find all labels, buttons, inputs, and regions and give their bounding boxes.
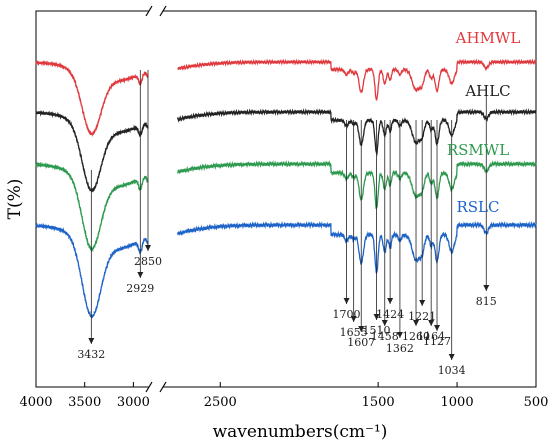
- peak-label-1607: 1607: [347, 336, 375, 349]
- peak-marker-arrow-3432: [88, 338, 95, 344]
- peak-label-1700: 1700: [333, 308, 361, 321]
- spectrum-line-ahmwl-segment-2: [177, 58, 537, 101]
- peak-label-2850: 2850: [134, 255, 162, 268]
- spectra-group: [35, 58, 537, 319]
- axis-break-slash-right-bottom: [159, 381, 167, 393]
- peak-marker-arrow-815: [483, 285, 490, 291]
- x-axis-title: wavenumbers(cm⁻¹): [213, 422, 388, 442]
- peak-marker-arrow-1221: [419, 300, 426, 306]
- peak-marker-arrow-1127: [434, 325, 441, 331]
- axis-break-slash-left-bottom: [145, 381, 153, 393]
- peak-label-1362: 1362: [386, 342, 414, 355]
- peak-label-3432: 3432: [77, 348, 105, 361]
- legend-group: AHMWL AHLC RSMWL RSLC: [447, 29, 521, 216]
- axis-break-marks: [145, 5, 167, 393]
- peak-marker-arrow-1164: [428, 320, 435, 326]
- peak-label-1260: 1260: [402, 330, 430, 343]
- axis-break-gap-top: [149, 6, 163, 16]
- peak-marker-arrow-1510: [373, 314, 380, 320]
- x-tick-label-2500: 2500: [204, 395, 237, 410]
- x-tick-label-1500: 1500: [362, 395, 395, 410]
- spectrum-line-rslc-segment-1: [35, 222, 149, 319]
- peak-label-1458: 1458: [371, 330, 399, 343]
- peak-label-1034: 1034: [438, 364, 466, 377]
- peak-marker-arrow-2850: [145, 245, 151, 251]
- legend-label-ahlc: AHLC: [464, 82, 510, 100]
- legend-label-rslc: RSLC: [456, 198, 499, 216]
- peak-marker-arrow-1700: [343, 298, 350, 304]
- legend-label-rsmwl: RSMWL: [447, 141, 509, 159]
- axis-break-gap-bottom: [149, 382, 163, 392]
- axis-break-slash-right-top: [159, 5, 167, 17]
- x-axis-ticks: 4000 3500 3000 2500 1500 1000 500: [19, 382, 548, 410]
- x-tick-label-3000: 3000: [117, 395, 150, 410]
- spectrum-line-rslc-segment-2: [176, 220, 537, 274]
- spectrum-line-ahlc-segment-1: [35, 110, 149, 193]
- x-tick-label-4000: 4000: [19, 395, 52, 410]
- x-tick-label-3500: 3500: [68, 395, 101, 410]
- peak-label-1221: 1221: [408, 310, 436, 323]
- x-tick-label-500: 500: [524, 395, 549, 410]
- peak-label-1424: 1424: [376, 308, 404, 321]
- peak-marker-arrow-1260: [413, 320, 420, 326]
- peak-marker-arrow-2929: [137, 272, 144, 278]
- peak-marker-arrow-1607: [358, 326, 365, 332]
- axis-break-slash-left-top: [145, 5, 153, 17]
- spectrum-line-ahlc-segment-2: [176, 108, 537, 157]
- spectrum-line-rsmwl-segment-1: [35, 161, 149, 253]
- legend-label-ahmwl: AHMWL: [455, 29, 521, 47]
- peak-marker-arrow-1362: [396, 332, 403, 338]
- peak-label-2929: 2929: [126, 282, 154, 295]
- peak-marker-arrow-1655: [350, 316, 357, 322]
- plot-frame: [35, 10, 537, 388]
- x-tick-label-1000: 1000: [441, 395, 474, 410]
- peak-marker-arrow-1424: [387, 298, 394, 304]
- peak-label-1127: 1127: [423, 335, 451, 348]
- spectrum-line-rsmwl-segment-2: [176, 159, 537, 210]
- y-axis-title: T(%): [5, 179, 25, 220]
- peak-markers-group: 3432292928501700165516071510145814241362…: [77, 70, 497, 377]
- peak-marker-arrow-1034: [448, 354, 455, 360]
- peak-label-1164: 1164: [417, 330, 445, 343]
- peak-label-1510: 1510: [363, 324, 391, 337]
- spectrum-line-ahmwl-segment-1: [35, 60, 149, 138]
- peak-label-815: 815: [476, 295, 497, 308]
- peak-marker-arrow-1458: [381, 320, 388, 326]
